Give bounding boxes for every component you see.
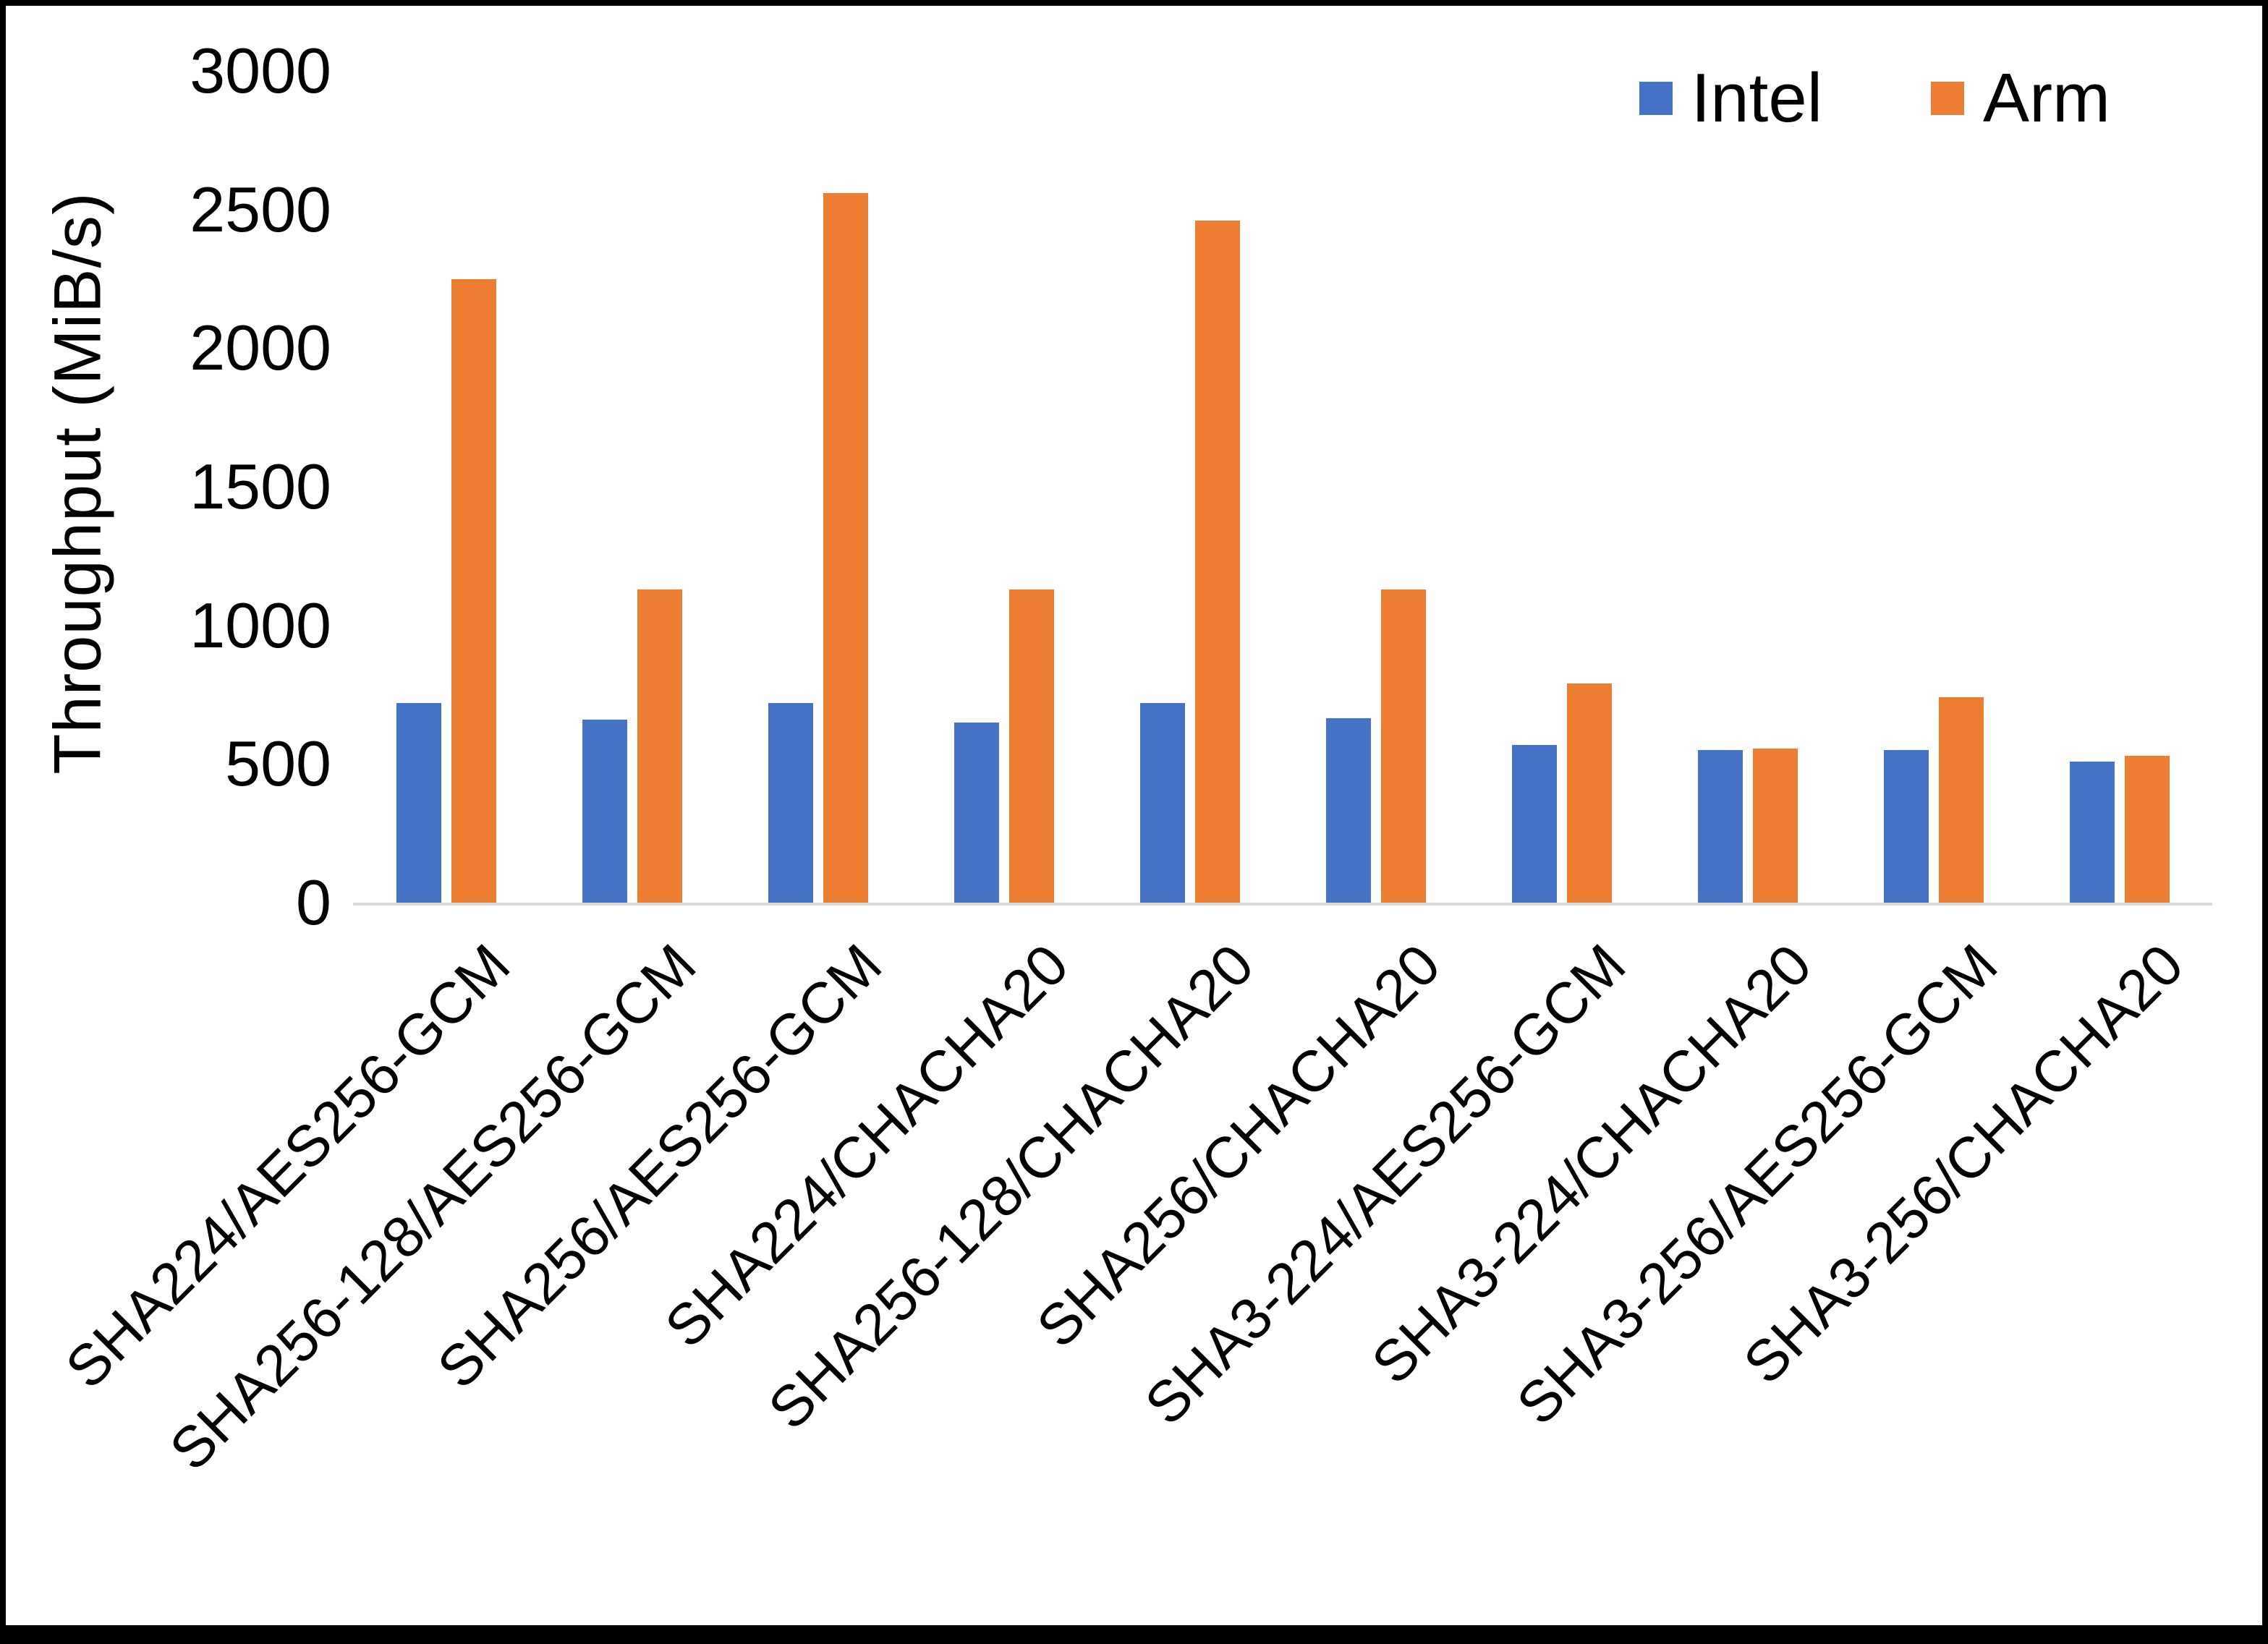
bar-group <box>353 71 539 903</box>
bar-intel <box>1325 718 1371 903</box>
bar-group <box>1469 71 1655 903</box>
legend-label: Intel <box>1691 59 1823 137</box>
y-tick-label: 3000 <box>190 35 331 106</box>
bar-group <box>1655 71 1840 903</box>
bar-intel <box>1697 750 1743 903</box>
bar-group <box>1840 71 2026 903</box>
bar-arm <box>2124 755 2170 903</box>
bar-intel <box>582 720 627 903</box>
y-tick-label: 2500 <box>190 173 331 245</box>
y-axis-title: Throughput (MiB/s) <box>41 192 115 775</box>
bar-intel <box>954 722 999 903</box>
bar-group <box>725 71 911 903</box>
legend: Intel Arm <box>1639 64 2110 133</box>
bar-arm <box>637 589 682 903</box>
bar-group <box>1283 71 1469 903</box>
bar-group <box>2026 71 2212 903</box>
x-label-cell: SHA3-256/CHACHA20 <box>1731 906 2212 1593</box>
bar-arm <box>1194 221 1240 903</box>
bar-intel <box>1511 744 1557 903</box>
x-labels: SHA224/AES256-GCM SHA256-128/AES256-GCM SH… <box>54 906 2212 1593</box>
bar-arm <box>1380 589 1426 903</box>
plot-area <box>353 71 2212 906</box>
bar-arm <box>1008 589 1054 903</box>
bar-intel <box>2069 761 2115 903</box>
y-tick-label: 1500 <box>190 451 331 522</box>
bar-arm <box>1566 683 1612 903</box>
legend-label: Arm <box>1983 59 2110 137</box>
y-tick-label: 2000 <box>190 312 331 384</box>
bar-group <box>1097 71 1283 903</box>
legend-swatch-arm <box>1931 82 1965 115</box>
y-tick-label: 500 <box>225 728 331 800</box>
y-tick-label: 0 <box>296 866 331 938</box>
bar-arm <box>823 192 868 903</box>
bar-arm <box>451 278 496 903</box>
legend-swatch-intel <box>1639 82 1673 115</box>
bar-intel <box>768 703 813 903</box>
bar-group <box>911 71 1097 903</box>
y-axis-ticks: 0 500 1000 1500 2000 2500 3000 <box>114 39 331 934</box>
bar-intel <box>396 703 441 903</box>
bar-arm <box>1938 697 1984 903</box>
y-tick-label: 1000 <box>190 589 331 661</box>
bar-group <box>539 71 725 903</box>
legend-item-arm: Arm <box>1931 64 2110 133</box>
bar-arm <box>1752 749 1798 903</box>
bar-intel <box>1139 703 1185 903</box>
bar-intel <box>1883 750 1929 903</box>
legend-item-intel: Intel <box>1639 64 1822 133</box>
